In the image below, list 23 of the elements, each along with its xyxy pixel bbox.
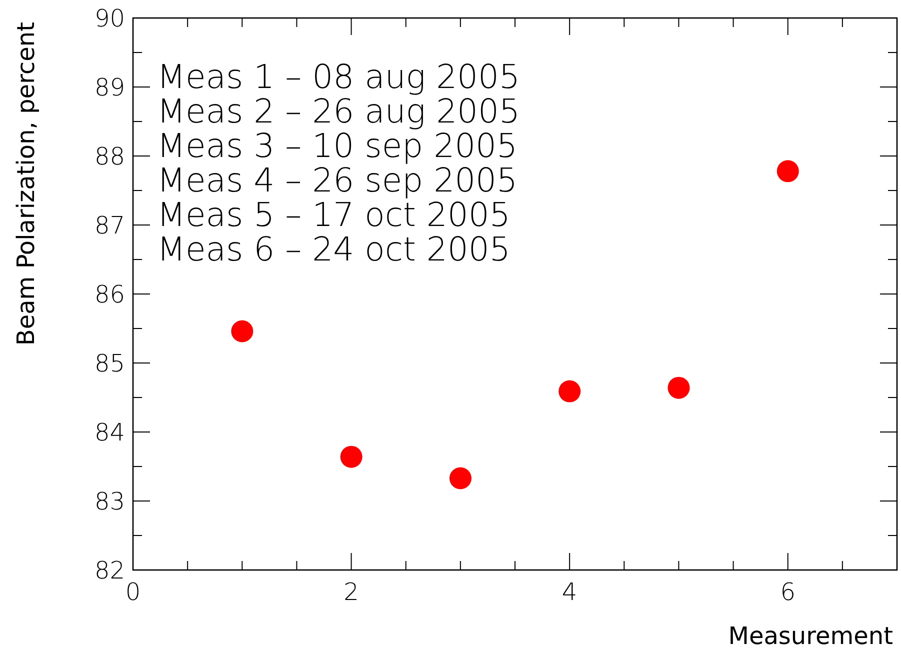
x-tick-label: 2 xyxy=(344,578,359,606)
x-axis-title: Measurement xyxy=(728,622,893,650)
y-tick-label: 87 xyxy=(94,211,125,240)
y-tick-label: 89 xyxy=(94,73,125,102)
y-tick-label: 88 xyxy=(94,142,125,170)
point xyxy=(558,380,581,402)
y-tick-label: 86 xyxy=(94,280,125,308)
annotation: Meas 6 – 24 oct 2005 xyxy=(157,230,510,268)
y-tick-label: 82 xyxy=(94,556,125,584)
y-tick-label: 90 xyxy=(94,4,125,32)
y-axis-title: Beam Polarization, percent xyxy=(12,22,40,346)
point xyxy=(340,446,362,468)
x-tick-label: 0 xyxy=(125,578,141,606)
point xyxy=(231,320,254,342)
point xyxy=(668,376,690,399)
annotation: Meas 1 – 08 aug 2005 xyxy=(157,57,520,96)
y-tick-label: 84 xyxy=(94,418,125,446)
y-tick-label: 85 xyxy=(94,349,125,378)
x-tick-label: 4 xyxy=(562,578,578,606)
y-tick-label: 83 xyxy=(94,487,125,516)
point xyxy=(449,467,472,490)
x-tick-label: 6 xyxy=(780,578,796,606)
point xyxy=(776,160,799,182)
